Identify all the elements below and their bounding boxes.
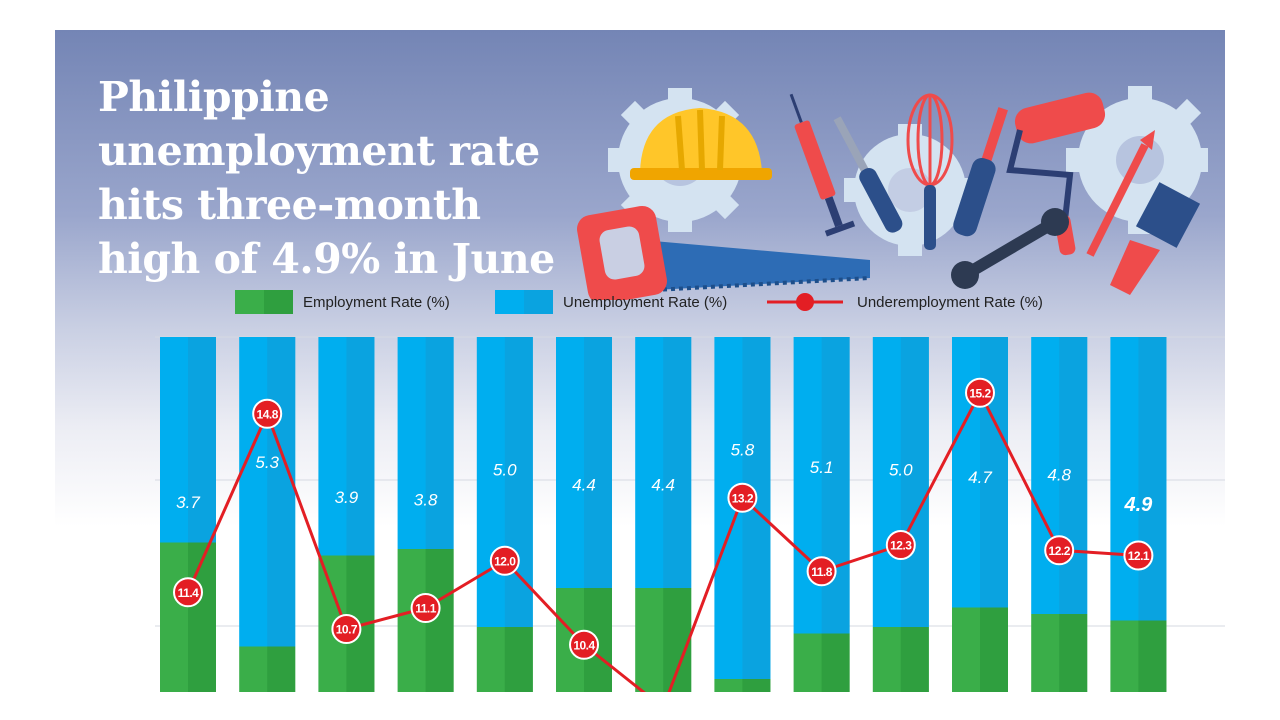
unemployment-value-label: 4.7 (968, 468, 992, 487)
unemployment-value-label: 5.3 (255, 453, 279, 472)
infographic-panel: Philippine unemployment rate hits three-… (55, 30, 1225, 692)
underemployment-value-label: 10.7 (336, 623, 358, 637)
unemployment-value-label: 3.8 (414, 491, 438, 510)
legend-item-unemployment: Unemployment Rate (%) (495, 288, 727, 316)
unemployment-bar-shade (504, 337, 533, 627)
unemployment-bar-shade (821, 337, 850, 634)
unemployment-bar-shade (584, 337, 612, 588)
unemployment-bar-shade (1059, 337, 1088, 614)
unemployment-value-label: 4.8 (1047, 466, 1071, 485)
unemployment-bar-shade (267, 337, 296, 647)
underemployment-point (727, 482, 758, 513)
screwdriver-icon (833, 116, 903, 233)
hand-saw-icon (577, 205, 871, 300)
underemployment-value-label: 11.4 (178, 586, 200, 600)
title-line: high of 4.9% in June (98, 235, 555, 283)
underemployment-point (965, 377, 995, 408)
underemployment-value-label: 14.8 (257, 407, 279, 421)
unemployment-value-label: 4.4 (572, 476, 596, 495)
title-line: hits three-month (98, 181, 481, 229)
underemployment-value-label: 13.2 (732, 491, 754, 505)
underemployment-value-label: 12.0 (494, 554, 516, 568)
unemployment-value-label: 4.4 (651, 476, 675, 495)
unemployment-bar-shade (663, 337, 692, 588)
paintbrush-icon (1086, 130, 1201, 295)
underemployment-value-label: 10.4 (573, 638, 595, 652)
underemployment-point (489, 545, 520, 576)
unemployment-value-label: 5.1 (810, 458, 834, 477)
underemployment-value-label: 12.1 (1128, 549, 1150, 563)
underemployment-point (1044, 535, 1075, 566)
underemployment-point (410, 593, 441, 623)
employment-bar-shade (1059, 614, 1088, 692)
chart: 3.7 5.3 3.9 3.8 5.0 4.4 4.4 5.8 5.1 5.0 4.7 4.8 4.9 1… (155, 336, 1225, 692)
employment-bar-shade (980, 607, 1008, 692)
unemployment-value-label: 3.7 (176, 493, 200, 512)
legend-swatch (495, 290, 553, 314)
unemployment-bar-shade (1138, 337, 1167, 621)
wrench-icon (951, 208, 1069, 289)
legend-item-employment: Employment Rate (%) (235, 288, 450, 316)
legend-label: Underemployment Rate (%) (857, 293, 1043, 311)
underemployment-point (331, 614, 362, 644)
tools-illustration (577, 86, 1208, 300)
legend-item-underemployment: Underemployment Rate (%) (765, 288, 1043, 316)
title-line: Philippine (98, 73, 330, 121)
legend: Employment Rate (%) Unemployment Rate (%… (55, 288, 1225, 318)
page-title: Philippine unemployment rate hits three-… (98, 70, 618, 286)
employment-bar-shade (742, 679, 771, 692)
unemployment-bar-shade (425, 337, 454, 549)
employment-bar-shade (504, 627, 533, 692)
underemployment-value-label: 12.3 (890, 539, 912, 553)
underemployment-point (569, 629, 599, 660)
underemployment-value-label: 11.8 (811, 565, 833, 579)
underemployment-point (885, 530, 916, 560)
syringe-icon (789, 93, 856, 237)
screwdriver-icon (953, 107, 1008, 237)
unemployment-bar-shade (900, 337, 929, 627)
underemployment-value-label: 12.2 (1049, 544, 1071, 558)
unemployment-value-label: 5.0 (889, 461, 913, 480)
legend-label: Employment Rate (%) (303, 293, 450, 311)
unemployment-value-label: 3.9 (335, 488, 359, 507)
employment-bar-shade (900, 627, 929, 692)
employment-bar-shade (267, 646, 296, 692)
legend-label: Unemployment Rate (%) (563, 293, 728, 311)
employment-bar-shade (663, 588, 692, 692)
unemployment-bar-shade (188, 337, 216, 543)
unemployment-value-label: 4.9 (1123, 494, 1153, 516)
underemployment-point (806, 556, 837, 587)
underemployment-value-label: 11.1 (415, 602, 437, 616)
underemployment-point (1123, 540, 1154, 571)
underemployment-point (173, 577, 203, 608)
legend-swatch (235, 290, 293, 314)
employment-bar-shade (1138, 620, 1167, 692)
legend-line-marker (767, 293, 843, 311)
unemployment-value-label: 5.8 (731, 441, 755, 460)
unemployment-bar-shade (346, 337, 375, 556)
underemployment-point (252, 398, 283, 429)
title-line: unemployment rate (98, 127, 540, 175)
unemployment-value-label: 5.0 (493, 461, 517, 480)
employment-bar-shade (188, 542, 216, 692)
underemployment-value-label: 15.2 (969, 386, 991, 400)
employment-bar-shade (821, 633, 850, 692)
whisk-icon (906, 93, 954, 250)
hard-hat-icon (630, 108, 772, 180)
